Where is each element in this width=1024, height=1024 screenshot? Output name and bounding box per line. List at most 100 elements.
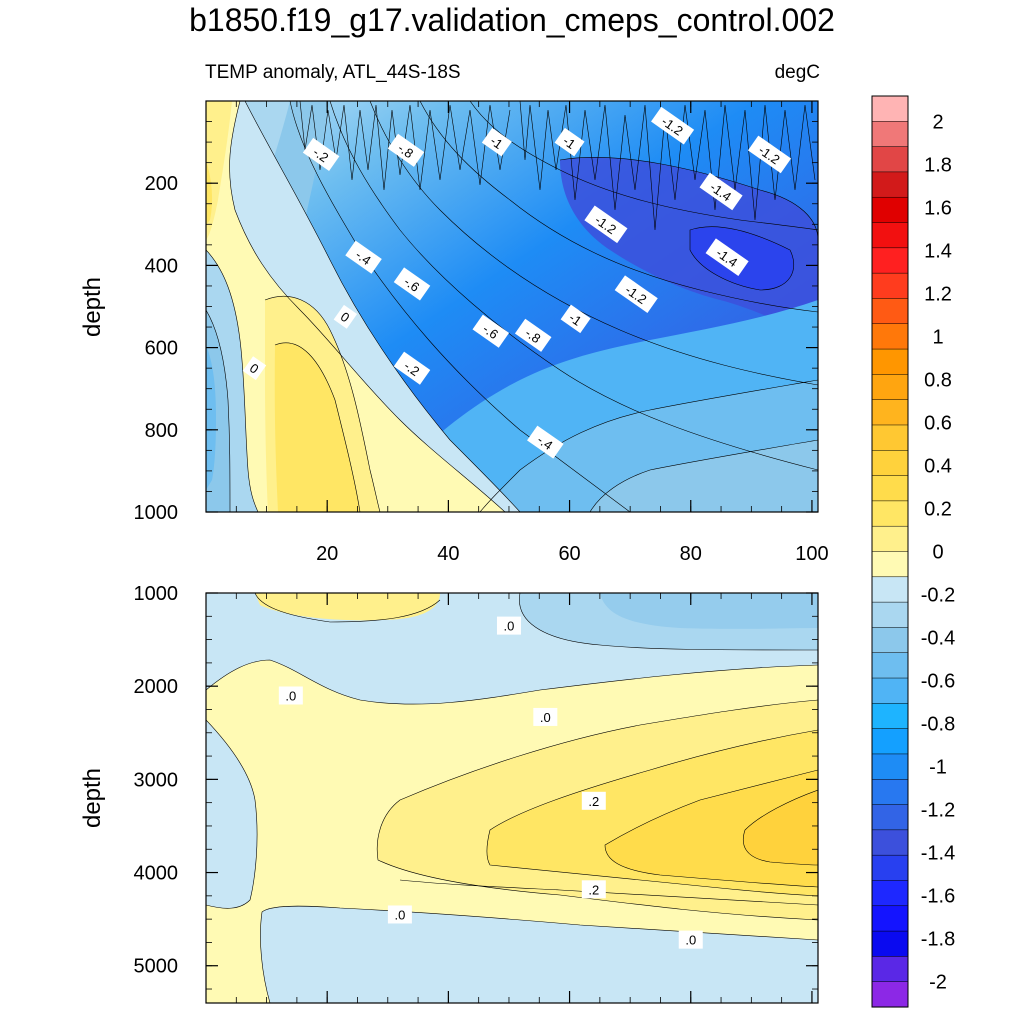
colorbar-swatch bbox=[871, 222, 909, 249]
lower-contour-label-text: .2 bbox=[588, 794, 599, 809]
upper-contour-label-text: -.4 bbox=[353, 247, 374, 268]
colorbar-label: -0.2 bbox=[921, 585, 955, 607]
upper-axes: 200 400 600 800 1000 20 40 60 80 100 bbox=[134, 100, 829, 565]
colorbar-label: 2 bbox=[932, 111, 943, 133]
chart-subtitle-units: degC bbox=[774, 62, 820, 83]
upper-contour-label: -1 bbox=[560, 304, 591, 334]
colorbar-label: -0.4 bbox=[921, 628, 955, 650]
lower-y-tick-label: 2000 bbox=[134, 676, 179, 698]
lower-contour-label-bg bbox=[581, 880, 606, 899]
chart-subtitle-left: TEMP anomaly, ATL_44S-18S bbox=[205, 62, 461, 83]
lower-contour-label-text: .0 bbox=[285, 689, 296, 704]
colorbar-swatch bbox=[871, 652, 909, 679]
upper-contour-label-bg bbox=[514, 318, 552, 352]
upper-contour-label-bg bbox=[747, 135, 792, 174]
colorbar-swatch bbox=[871, 272, 909, 299]
colorbar-swatch bbox=[871, 525, 909, 553]
lower-contour-label: .0 bbox=[387, 905, 412, 924]
colorbar-swatch bbox=[871, 956, 909, 983]
colorbar-label: -0.6 bbox=[921, 671, 955, 693]
upper-contour-label: -.6 bbox=[393, 267, 431, 301]
upper-contour-label-bg bbox=[584, 205, 628, 244]
colorbar-swatch bbox=[871, 196, 909, 224]
upper-contour-label: -1 bbox=[554, 127, 585, 157]
colorbar-label: 1.4 bbox=[924, 240, 952, 262]
colorbar-swatch bbox=[871, 500, 909, 527]
colorbar-swatch bbox=[871, 576, 909, 603]
lower-contour-label: .0 bbox=[678, 930, 703, 949]
upper-contour-label-text: -.2 bbox=[310, 144, 331, 165]
upper-contour-label-bg bbox=[242, 356, 267, 381]
colorbar-swatch bbox=[871, 804, 909, 831]
lower-panel-fill bbox=[206, 593, 818, 1003]
colorbar-swatch bbox=[871, 981, 909, 1008]
upper-contour-label: -.8 bbox=[514, 318, 552, 352]
upper-panel-fill bbox=[206, 101, 818, 512]
upper-contour-label-bg bbox=[651, 106, 695, 145]
colorbar-label: -1.2 bbox=[921, 800, 955, 822]
colorbar-swatch bbox=[871, 424, 909, 451]
colorbar-label: -1.8 bbox=[921, 929, 955, 951]
upper-contour-label-bg bbox=[393, 351, 431, 385]
colorbar-swatch bbox=[871, 905, 909, 932]
colorbar-swatch bbox=[871, 121, 909, 148]
upper-contour-label-bg bbox=[393, 267, 431, 301]
colorbar-label: -2 bbox=[929, 972, 947, 994]
upper-y-tick-label: 400 bbox=[145, 255, 178, 277]
lower-contour-label-text: .2 bbox=[588, 882, 599, 897]
lower-contour-label-bg bbox=[387, 905, 412, 924]
lower-contour-label: .0 bbox=[278, 686, 303, 705]
lower-axes: 1000 2000 3000 4000 5000 bbox=[134, 583, 818, 1003]
colorbar-swatch bbox=[871, 247, 909, 274]
lower-contour-label-bg bbox=[533, 707, 558, 726]
upper-x-tick-label: 80 bbox=[680, 543, 702, 565]
colorbar-swatch bbox=[871, 728, 909, 755]
colorbar-swatch bbox=[871, 854, 909, 882]
colorbar-swatch bbox=[871, 753, 909, 780]
colorbar-label: 1.8 bbox=[924, 154, 952, 176]
colorbar-label: 0.6 bbox=[924, 412, 952, 434]
upper-contour-label-text: -.4 bbox=[535, 432, 556, 453]
lower-contour-label-text: .0 bbox=[504, 619, 515, 634]
colorbar-swatch bbox=[871, 703, 909, 730]
colorbar-label: -1.6 bbox=[921, 886, 955, 908]
colorbar-swatch bbox=[871, 880, 909, 907]
lower-y-axis-label: depth bbox=[79, 768, 106, 828]
upper-contour-label: -.4 bbox=[345, 240, 382, 274]
lower-contour-label: .2 bbox=[581, 880, 606, 899]
colorbar-swatch bbox=[871, 323, 909, 350]
upper-contour-label: 0 bbox=[242, 356, 267, 381]
colorbar-swatch bbox=[871, 627, 909, 654]
upper-contour-label-bg bbox=[481, 127, 512, 157]
lower-contour-label-bg bbox=[278, 686, 303, 705]
colorbar-swatch bbox=[871, 298, 909, 325]
lower-contour-label-text: .0 bbox=[394, 907, 405, 922]
upper-contour-label-text: -.6 bbox=[401, 274, 422, 295]
colorbar-swatch bbox=[871, 95, 909, 122]
colorbar-swatch bbox=[871, 677, 909, 704]
lower-contour-label-text: .0 bbox=[540, 710, 551, 725]
upper-contour-label-text: -.6 bbox=[480, 321, 501, 342]
colorbar-label: -0.8 bbox=[921, 714, 955, 736]
colorbar-swatch bbox=[871, 829, 909, 856]
lower-contour-label-text: .0 bbox=[685, 933, 696, 948]
upper-y-tick-label: 600 bbox=[145, 338, 178, 360]
upper-x-tick-label: 100 bbox=[795, 543, 828, 565]
upper-contour-label: 0 bbox=[333, 304, 358, 329]
upper-contour-label: -.4 bbox=[527, 425, 564, 459]
colorbar-swatch bbox=[871, 930, 909, 957]
upper-contour-label-bg bbox=[560, 304, 591, 334]
colorbar-swatch bbox=[871, 450, 909, 477]
upper-contour-label-text: -.8 bbox=[522, 325, 543, 346]
colorbar-swatch bbox=[871, 348, 909, 375]
upper-contour-lines bbox=[206, 101, 818, 512]
lower-contour-label: .0 bbox=[496, 616, 521, 635]
upper-x-tick-label: 60 bbox=[558, 543, 580, 565]
colorbar-label: 1.6 bbox=[924, 197, 952, 219]
upper-contour-label: -.6 bbox=[472, 314, 510, 348]
upper-contour-label-bg bbox=[527, 425, 564, 459]
colorbar-label: 0 bbox=[932, 542, 943, 564]
upper-contour-label-bg bbox=[345, 240, 382, 274]
lower-contour-label-bg bbox=[678, 930, 703, 949]
